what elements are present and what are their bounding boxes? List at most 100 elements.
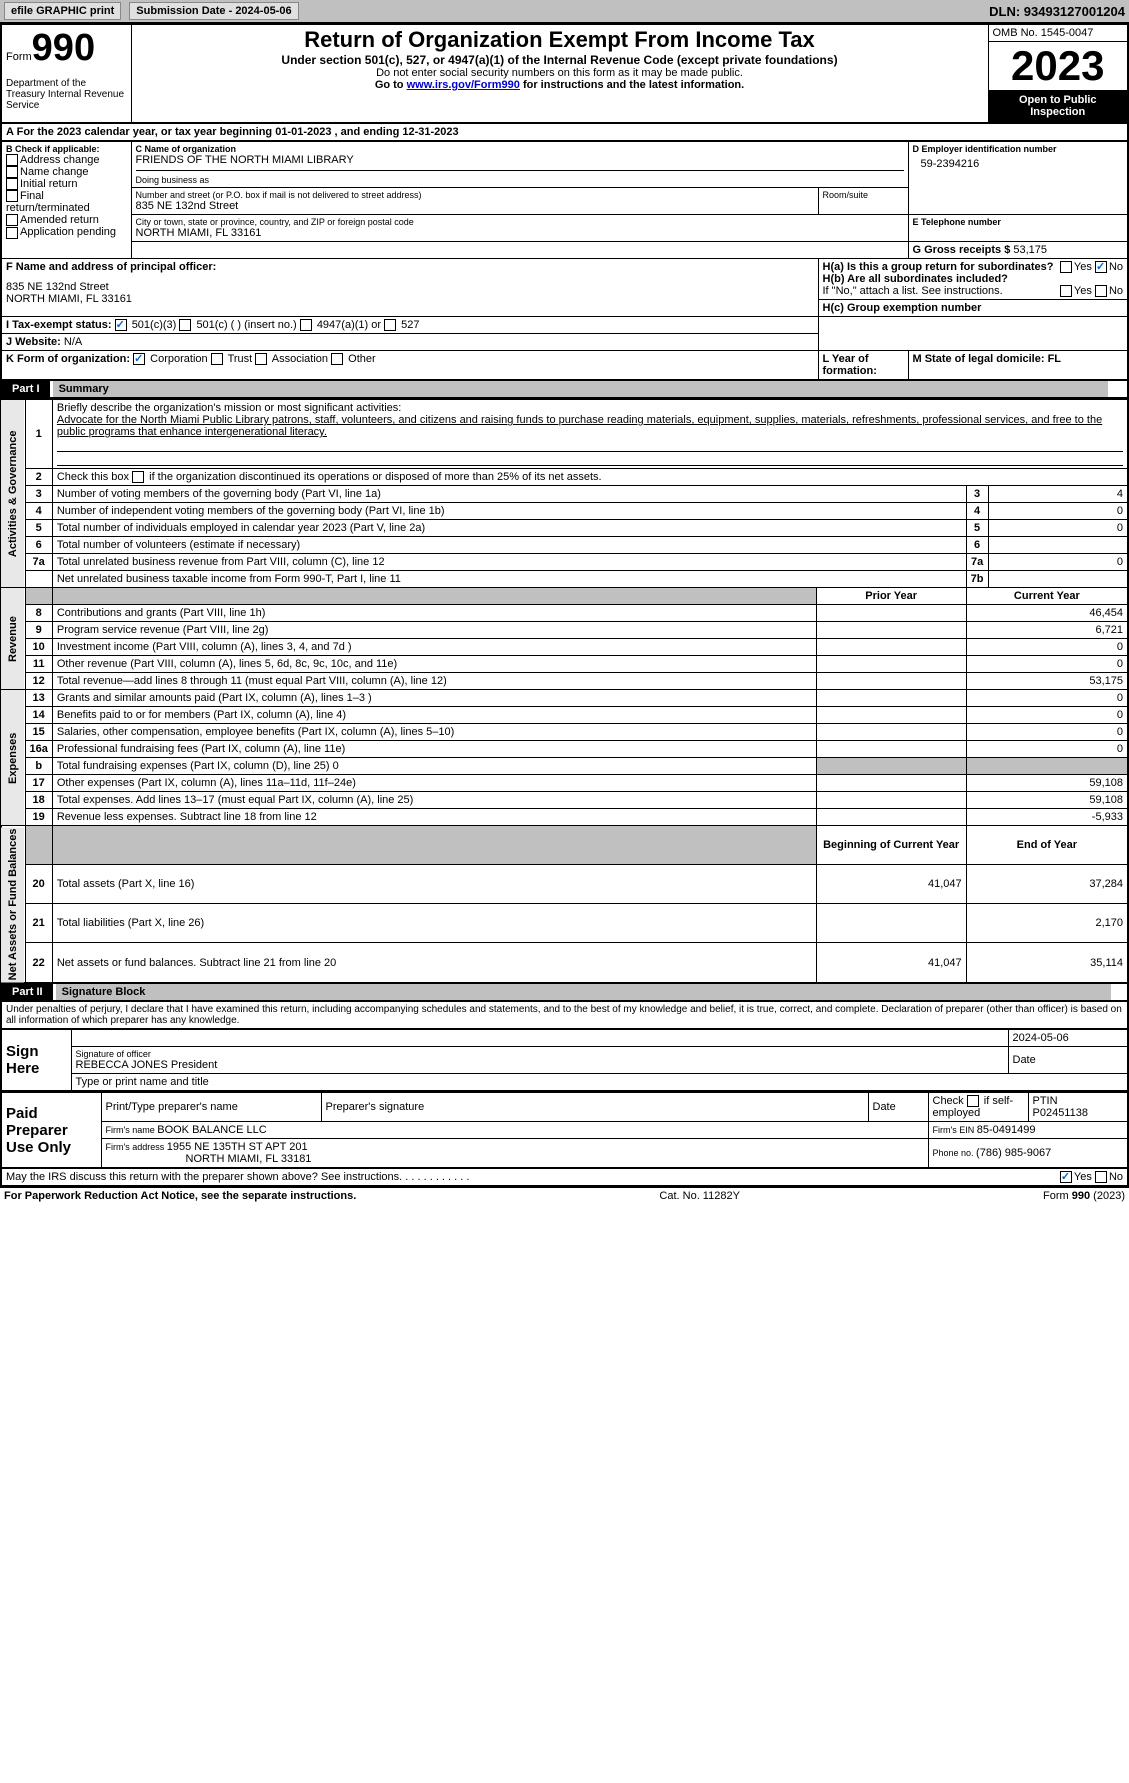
officer-addr1: 835 NE 132nd Street <box>6 281 814 293</box>
chk-address[interactable]: Address change <box>6 154 127 166</box>
cat-no: Cat. No. 11282Y <box>659 1190 740 1202</box>
rev-12: Total revenue—add lines 8 through 11 (mu… <box>52 673 816 690</box>
tax-year: 2023 <box>989 42 1128 90</box>
chk-final[interactable]: Final return/terminated <box>6 190 127 214</box>
sign-date: 2024-05-06 <box>1008 1029 1128 1047</box>
v6 <box>988 537 1128 554</box>
subtitle-2: Do not enter social security numbers on … <box>136 67 984 79</box>
chk-501c[interactable] <box>179 319 191 331</box>
form-footer: Form 990 (2023) <box>1043 1190 1125 1202</box>
firm-name: BOOK BALANCE LLC <box>157 1124 266 1136</box>
exp-17: Other expenses (Part IX, column (A), lin… <box>52 775 816 792</box>
discuss-no[interactable] <box>1095 1171 1107 1183</box>
irs-link[interactable]: www.irs.gov/Form990 <box>407 79 520 91</box>
omb-label: OMB No. 1545-0047 <box>989 25 1128 42</box>
chk-initial[interactable]: Initial return <box>6 178 127 190</box>
vert-revenue: Revenue <box>1 588 25 690</box>
chk-assoc[interactable] <box>255 353 267 365</box>
info-grid: B Check if applicable: Address change Na… <box>0 140 1129 381</box>
type-name-label: Type or print name and title <box>71 1074 1128 1092</box>
chk-4947[interactable] <box>300 319 312 331</box>
sign-table: Sign Here 2024-05-06 Signature of office… <box>0 1028 1129 1092</box>
street-value: 835 NE 132nd Street <box>136 200 814 212</box>
v3: 4 <box>988 486 1128 503</box>
part1-title: Summary <box>53 381 1108 397</box>
paid-preparer-table: Paid Preparer Use Only Print/Type prepar… <box>0 1092 1129 1169</box>
chk-amended[interactable]: Amended return <box>6 214 127 226</box>
line-k-label: K Form of organization: <box>6 353 130 365</box>
h-b: H(b) Are all subordinates included? Yes … <box>823 273 1124 285</box>
org-name: FRIENDS OF THE NORTH MIAMI LIBRARY <box>136 154 904 166</box>
box-d-label: D Employer identification number <box>913 144 1124 154</box>
submission-date-label: Submission Date - 2024-05-06 <box>129 2 298 20</box>
pra-notice: For Paperwork Reduction Act Notice, see … <box>4 1190 356 1202</box>
part1-bar: Part I <box>2 381 50 397</box>
chk-other[interactable] <box>331 353 343 365</box>
v7a: 0 <box>988 554 1128 571</box>
line4: Number of independent voting members of … <box>52 503 966 520</box>
form-word: Form <box>6 51 32 63</box>
line-i-label: I Tax-exempt status: <box>6 319 112 331</box>
line1-text: Advocate for the North Miami Public Libr… <box>57 414 1123 438</box>
ein-value: 59-2394216 <box>913 154 1124 174</box>
website-value: N/A <box>64 336 82 348</box>
chk-name[interactable]: Name change <box>6 166 127 178</box>
dba-label: Doing business as <box>136 170 904 185</box>
exp-19: Revenue less expenses. Subtract line 18 … <box>52 809 816 826</box>
line-a: A For the 2023 calendar year, or tax yea… <box>0 124 1129 140</box>
street-label: Number and street (or P.O. box if mail i… <box>136 190 814 200</box>
top-bar: efile GRAPHIC print Submission Date - 20… <box>0 0 1129 23</box>
line-j-label: J Website: <box>6 336 64 348</box>
sig-officer-label: Signature of officer <box>76 1049 1004 1059</box>
box-c-name-label: C Name of organization <box>136 144 904 154</box>
line7a: Total unrelated business revenue from Pa… <box>52 554 966 571</box>
ptin-label: PTIN <box>1033 1095 1124 1107</box>
v4: 0 <box>988 503 1128 520</box>
chk-501c3[interactable] <box>115 319 127 331</box>
officer-addr2: NORTH MIAMI, FL 33161 <box>6 293 814 305</box>
part2-bar: Part II <box>2 984 53 1000</box>
dln-label: DLN: 93493127001204 <box>989 4 1125 19</box>
efile-print-button[interactable]: efile GRAPHIC print <box>4 2 121 20</box>
line5: Total number of individuals employed in … <box>52 520 966 537</box>
dept-label: Department of the Treasury Internal Reve… <box>6 78 127 111</box>
line3: Number of voting members of the governin… <box>52 486 966 503</box>
perjury-text: Under penalties of perjury, I declare th… <box>0 1002 1129 1028</box>
exp-13: Grants and similar amounts paid (Part IX… <box>52 690 816 707</box>
header-table: Form990 Department of the Treasury Inter… <box>0 23 1129 124</box>
box-g-label: G Gross receipts $ <box>913 244 1011 256</box>
h-c: H(c) Group exemption number <box>823 302 982 314</box>
box-b-label: B Check if applicable: <box>6 144 127 154</box>
chk-corp[interactable] <box>133 353 145 365</box>
line-l: L Year of formation: <box>823 353 877 377</box>
line-m: M State of legal domicile: FL <box>913 353 1062 365</box>
firm-addr1: 1955 NE 135TH ST APT 201 <box>167 1141 308 1153</box>
exp-18: Total expenses. Add lines 13–17 (must eq… <box>52 792 816 809</box>
firm-ein: 85-0491499 <box>977 1124 1036 1136</box>
prep-date-label: Date <box>868 1093 928 1122</box>
begin-year-hdr: Beginning of Current Year <box>816 826 966 865</box>
summary-table: Activities & Governance 1 Briefly descri… <box>0 399 1129 984</box>
date-label: Date <box>1008 1047 1128 1074</box>
chk-trust[interactable] <box>211 353 223 365</box>
exp-14: Benefits paid to or for members (Part IX… <box>52 707 816 724</box>
prior-year-hdr: Prior Year <box>816 588 966 605</box>
discuss-yes[interactable] <box>1060 1171 1072 1183</box>
na-21: Total liabilities (Part X, line 26) <box>52 904 816 943</box>
form-number: 990 <box>32 27 95 69</box>
chk-pending[interactable]: Application pending <box>6 226 127 238</box>
exp-16a: Professional fundraising fees (Part IX, … <box>52 741 816 758</box>
officer-name: REBECCA JONES President <box>76 1059 1004 1071</box>
part2-title: Signature Block <box>56 984 1111 1000</box>
firm-addr2: NORTH MIAMI, FL 33181 <box>106 1153 312 1165</box>
box-e-label: E Telephone number <box>913 217 1124 227</box>
v5: 0 <box>988 520 1128 537</box>
room-label: Room/suite <box>823 190 904 200</box>
exp-15: Salaries, other compensation, employee b… <box>52 724 816 741</box>
city-value: NORTH MIAMI, FL 33161 <box>136 227 904 239</box>
vert-expenses: Expenses <box>1 690 25 826</box>
line6: Total number of volunteers (estimate if … <box>52 537 966 554</box>
end-year-hdr: End of Year <box>966 826 1128 865</box>
chk-527[interactable] <box>384 319 396 331</box>
na-20: Total assets (Part X, line 16) <box>52 865 816 904</box>
